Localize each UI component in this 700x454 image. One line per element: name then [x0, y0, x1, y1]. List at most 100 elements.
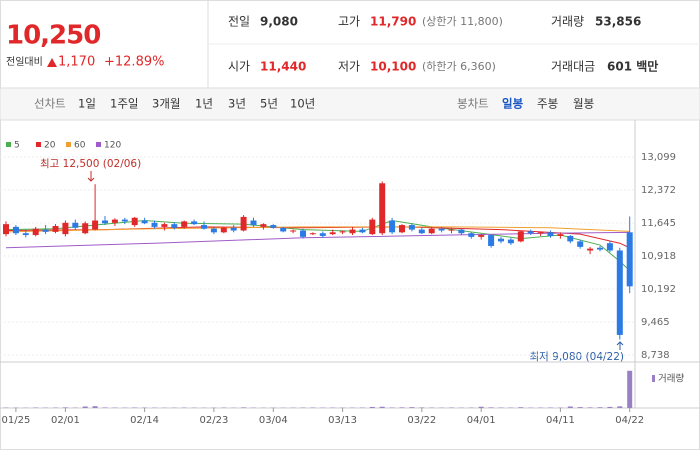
candle-body	[409, 225, 415, 230]
volume-bar	[489, 407, 494, 408]
volume-bar	[370, 407, 375, 408]
volume-bar	[63, 407, 68, 408]
candle-body	[122, 220, 128, 222]
rate: +12.89%	[104, 55, 164, 70]
volume-bar	[588, 407, 593, 408]
candle-body	[330, 232, 336, 234]
legend-label: 120	[104, 141, 121, 151]
stat-note: (하한가 6,360)	[422, 59, 496, 73]
volume-bar	[409, 407, 414, 408]
y-tick-label: 10,918	[641, 251, 676, 262]
candle-body	[458, 230, 464, 234]
candle-body	[587, 249, 593, 251]
candle-body	[270, 225, 276, 228]
candle-body	[112, 220, 118, 223]
candle-body	[13, 227, 19, 233]
volume-bar	[83, 406, 88, 408]
low-annotation: 최저 9,080 (04/22)	[529, 351, 624, 363]
period-button[interactable]: 1주일	[110, 97, 138, 111]
stat-label: 전일	[228, 15, 250, 29]
legend-swatch	[36, 142, 41, 147]
candle-body	[369, 220, 375, 235]
candle-button[interactable]: 월봉	[573, 97, 594, 111]
candle-body	[548, 232, 554, 236]
candle-body	[211, 229, 217, 233]
volume-bar	[400, 407, 405, 408]
x-tick-label: 02/01	[51, 415, 80, 426]
x-tick-label: 03/04	[259, 415, 288, 426]
candle-body	[43, 230, 49, 232]
candle-body	[508, 240, 514, 244]
stat-value: 601 백만	[607, 59, 658, 74]
volume-bar	[380, 407, 385, 408]
candle-body	[567, 236, 573, 241]
volume-bar	[419, 407, 424, 408]
candle-body	[607, 243, 613, 250]
candle-body	[468, 233, 474, 237]
y-tick-label: 11,645	[641, 218, 676, 229]
volume-bar	[627, 371, 632, 408]
x-tick-label: 04/11	[546, 415, 575, 426]
legend-swatch	[96, 142, 101, 147]
candle-body	[241, 217, 247, 231]
period-button[interactable]: 3년	[228, 97, 246, 111]
x-tick-label: 04/22	[615, 415, 644, 426]
candle-body	[300, 231, 306, 237]
legend-label: 5	[14, 141, 20, 151]
candle-body	[449, 230, 455, 231]
candle-body	[201, 225, 207, 229]
period-button[interactable]: 1년	[195, 97, 213, 111]
x-tick-label: 03/22	[407, 415, 436, 426]
candle-body	[379, 183, 385, 233]
candle-body	[518, 231, 524, 241]
candle-body	[290, 231, 296, 232]
stat-label: 고가	[338, 15, 360, 29]
candle-body	[597, 248, 603, 250]
candle-body	[350, 230, 356, 234]
stat-value: 10,100	[370, 60, 416, 74]
candle-body	[488, 235, 494, 246]
candle-body	[23, 233, 29, 235]
x-tick-label: 01/25	[1, 415, 30, 426]
candle-body	[171, 224, 177, 228]
volume-bar	[617, 406, 622, 408]
x-tick-label: 02/14	[130, 415, 159, 426]
candle-body	[231, 228, 237, 231]
candle-body	[102, 221, 108, 224]
volume-bar	[568, 406, 573, 408]
candle-body	[62, 223, 68, 234]
legend-swatch	[66, 142, 71, 147]
volume-swatch	[652, 375, 655, 382]
candle-body	[429, 229, 435, 234]
volume-bar	[479, 407, 484, 408]
candle-body	[577, 241, 583, 246]
candle-body	[389, 221, 395, 233]
x-tick-label: 02/23	[199, 415, 228, 426]
volume-bar	[518, 407, 523, 408]
candle-body	[419, 230, 425, 234]
candle-button[interactable]: 주봉	[537, 97, 558, 111]
toolbar-label: 선차트	[34, 97, 66, 111]
period-button[interactable]: 10년	[290, 97, 315, 111]
candle-body	[53, 226, 59, 232]
candle-body	[161, 224, 167, 227]
candle-body	[478, 235, 484, 237]
period-button[interactable]: 5년	[260, 97, 278, 111]
candle-body	[181, 221, 187, 226]
volume-bar	[93, 406, 98, 408]
legend-label: 60	[74, 141, 86, 151]
stat-label: 거래대금	[551, 60, 595, 74]
candle-body	[557, 234, 563, 236]
period-button[interactable]: 3개월	[152, 97, 180, 111]
candle-body	[3, 224, 9, 234]
candle-body	[340, 231, 346, 232]
candle-body	[221, 228, 227, 233]
stat-value: 11,790	[370, 15, 416, 29]
candle-body	[439, 229, 445, 231]
high-annotation: 최고 12,500 (02/06)	[40, 158, 141, 170]
candle-body	[280, 228, 286, 232]
y-tick-label: 12,372	[641, 185, 676, 196]
period-button[interactable]: 1일	[78, 97, 96, 111]
candle-button[interactable]: 일봉	[502, 97, 524, 111]
stat-label: 저가	[338, 60, 360, 74]
